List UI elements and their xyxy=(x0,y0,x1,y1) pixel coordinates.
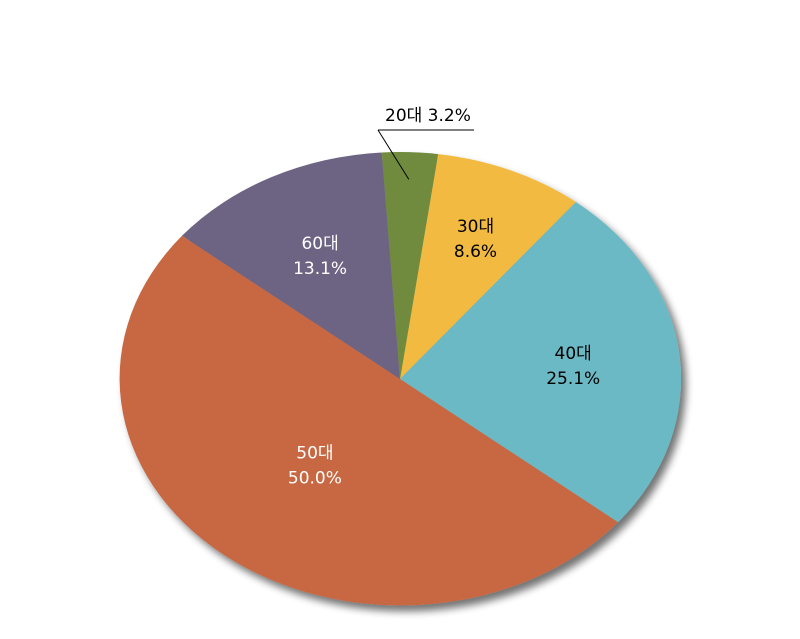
slice-category-label: 40대 xyxy=(555,344,592,364)
pie-slice-20대 xyxy=(381,152,439,379)
pie-labels: 30대 8.6% 40대 25.1% 50대 50.0% 60대 13.1% xyxy=(288,217,600,488)
slice-percent-label: 8.6% xyxy=(454,242,497,262)
slice-percent-label: 25.1% xyxy=(546,369,600,389)
pie-slice-30대 xyxy=(400,154,576,379)
slice-category-label: 50대 xyxy=(296,444,333,464)
slice-category-label: 30대 xyxy=(457,217,494,237)
callout-leader-line xyxy=(377,129,410,180)
slice-percent-label: 50.0% xyxy=(288,469,342,489)
slice-category-label: 60대 xyxy=(301,234,338,254)
pie-slices xyxy=(119,152,681,606)
callout-label-20s: 20대 3.2% xyxy=(385,106,471,126)
pie-slice-40대 xyxy=(400,201,681,523)
pie-slice-50대 xyxy=(119,235,619,606)
pie-slice-60대 xyxy=(181,152,400,379)
slice-percent-label: 13.1% xyxy=(293,259,347,279)
